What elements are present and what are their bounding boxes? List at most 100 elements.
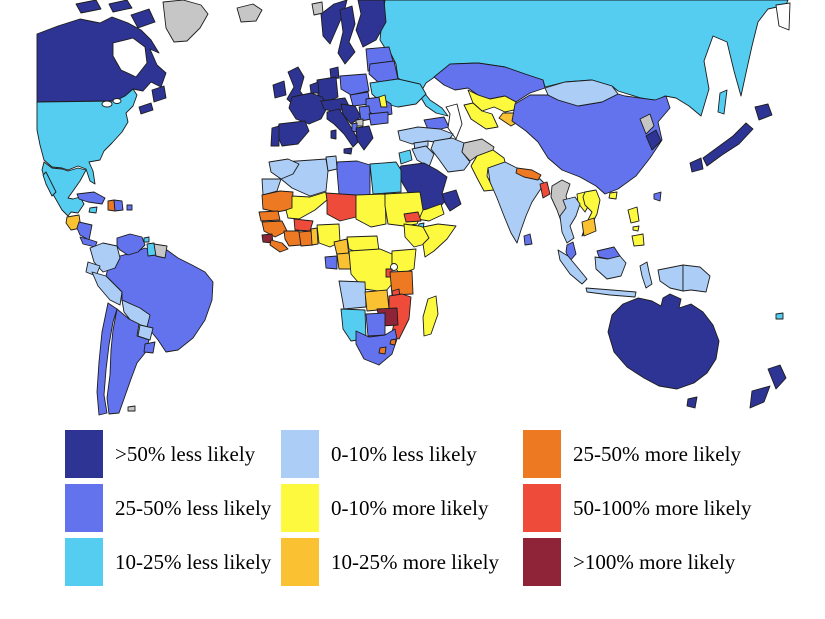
region-portugal [270, 125, 280, 147]
region-swaziland [389, 338, 397, 346]
region-moldova [378, 94, 388, 108]
region-papua-new-guinea [682, 264, 711, 293]
legend-label: 10-25% less likely [115, 549, 272, 574]
region-ivory-coast [283, 230, 302, 247]
region-bangladesh [539, 181, 551, 199]
region-kalimantan [594, 255, 627, 280]
region-sri-lanka [523, 233, 533, 246]
legend-swatch [281, 484, 319, 532]
region-sicily [343, 147, 353, 155]
region-venezuela [116, 233, 146, 256]
region-chad [355, 193, 387, 228]
region-poland [339, 73, 370, 96]
legend-item: 50-100% more likely [523, 484, 751, 532]
region-chile [96, 302, 118, 416]
region-western-sahara [261, 178, 282, 196]
region-peru [91, 271, 123, 306]
region-uruguay [143, 341, 156, 354]
region-finland [355, 0, 387, 48]
region-tunisia [325, 155, 338, 172]
region-oman [441, 189, 462, 212]
region-botswana [365, 312, 386, 337]
region-congo [336, 252, 352, 270]
legend-label: 0-10% more likely [331, 495, 489, 520]
region-lesotho [378, 346, 387, 355]
region-panama-costa-rica [79, 236, 98, 248]
region-eritrea [403, 211, 422, 223]
region-svalbard [311, 1, 324, 16]
region-new-zealand-south [749, 385, 771, 409]
region-iran [430, 137, 471, 173]
region-kazakhstan [433, 62, 546, 103]
legend-item: 10-25% less likely [65, 538, 271, 586]
region-australia [607, 293, 720, 390]
legend-swatch [281, 430, 319, 478]
region-sakhalin [717, 89, 728, 115]
region-jamaica [88, 206, 98, 214]
region-suriname-guiana [153, 243, 168, 259]
region-japan-kyushu [689, 157, 704, 173]
region-baffin-island [130, 8, 156, 29]
region-serbia [358, 105, 372, 122]
region-tanzania [389, 270, 414, 296]
legend-swatch [65, 430, 103, 478]
region-denmark [329, 66, 340, 80]
legend-label: 0-10% less likely [331, 441, 477, 466]
region-greece [355, 125, 374, 151]
region-togo-benin [310, 227, 319, 246]
region-egypt [369, 161, 402, 195]
region-philippines-visayas [632, 225, 640, 232]
legend-swatch [523, 430, 561, 478]
region-spain [276, 120, 310, 147]
region-java [585, 287, 637, 298]
legend-item: >100% more likely [523, 538, 735, 586]
region-dominican-republic [113, 199, 124, 212]
region-greenland [162, 0, 209, 43]
region-usa [36, 88, 138, 185]
legend-item: 0-10% more likely [281, 484, 488, 532]
world-map-svg [36, 0, 791, 416]
region-sweden [337, 5, 356, 65]
region-pakistan [470, 149, 506, 192]
region-tasmania [686, 396, 698, 409]
region-south-africa [355, 328, 398, 366]
region-gabon [324, 255, 338, 270]
region-turkmenistan [463, 102, 499, 130]
region-libya [336, 160, 371, 200]
legend-label: 25-50% more likely [573, 441, 741, 466]
region-baja-california [42, 171, 57, 197]
region-somalia [422, 223, 457, 258]
region-argentina [106, 308, 150, 415]
legend-label: 50-100% more likely [573, 495, 752, 520]
region-hainan [608, 191, 618, 200]
region-belarus [368, 60, 399, 83]
legend-label: 10-25% more likely [331, 549, 499, 574]
region-new-zealand-north [767, 364, 787, 390]
region-france [288, 92, 329, 125]
region-burkina-faso [293, 218, 314, 232]
region-sardinia [330, 129, 337, 140]
region-trinidad [143, 236, 150, 243]
region-canada-arctic-islands [75, 0, 102, 14]
legend-item: 10-25% more likely [281, 538, 499, 586]
legend-swatch [65, 484, 103, 532]
region-newfoundland [151, 85, 167, 103]
region-cuba [76, 191, 106, 205]
region-nepal [515, 167, 542, 181]
region-iraq [411, 145, 435, 168]
region-angola [338, 280, 367, 310]
region-canada-arctic-islands [108, 0, 133, 13]
region-sulawesi [639, 261, 653, 289]
region-ireland [272, 80, 287, 99]
region-mexico [41, 161, 87, 217]
caspian-sea [445, 103, 463, 140]
hudson-bay [112, 37, 148, 78]
region-falklands [127, 405, 136, 412]
region-benelux [309, 81, 320, 94]
region-senegal [258, 210, 281, 222]
legend-label: >50% less likely [115, 441, 256, 466]
region-liberia [269, 239, 289, 253]
region-mali [285, 191, 328, 220]
region-puerto-rico [126, 204, 133, 211]
region-thailand [559, 196, 581, 244]
